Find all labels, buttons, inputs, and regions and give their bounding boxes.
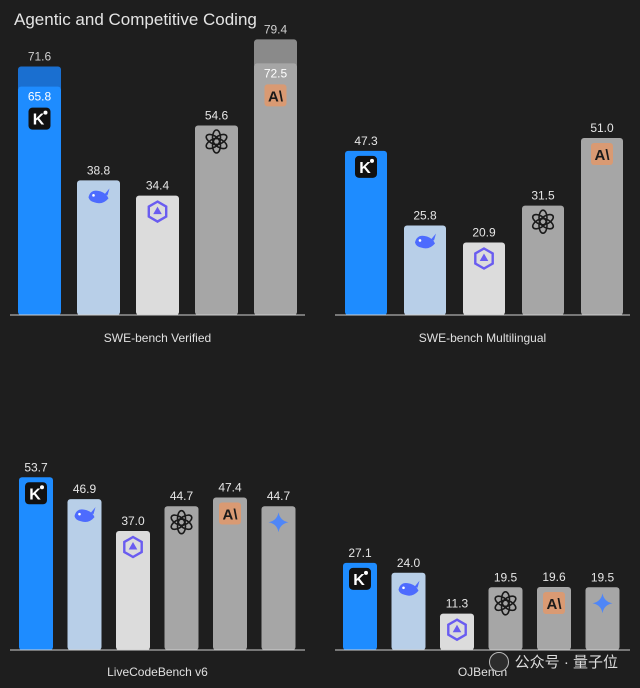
gemini-logo-icon — [268, 512, 289, 533]
deepseek-whale-icon — [88, 188, 110, 204]
bar-value-label: 46.9 — [73, 482, 97, 496]
openai-logo-icon — [170, 509, 193, 535]
watermark: 公众号 · 量子位 — [488, 651, 618, 672]
bar-value-label: 47.4 — [218, 481, 242, 495]
qwen-logo-icon — [147, 200, 168, 223]
bar-qwen — [136, 195, 179, 315]
kimi-logo-icon: K — [28, 107, 51, 130]
bar-anthropic — [213, 497, 247, 650]
bar-value-label: 27.1 — [348, 546, 372, 560]
openai-logo-icon — [531, 209, 555, 234]
bar-value-label: 20.9 — [472, 225, 496, 239]
svg-text:A\: A\ — [547, 596, 563, 613]
bar-extended-label: 79.4 — [264, 22, 288, 36]
page-title: Agentic and Competitive Coding — [14, 10, 257, 29]
bar-value-label: 34.4 — [146, 179, 170, 193]
bar-value-label: 51.0 — [590, 121, 614, 135]
bar-value-label: 11.3 — [446, 597, 469, 611]
bar-value-label: 44.7 — [267, 489, 291, 503]
chart-panel-2: 47.3 K 25.8 20.9 31.5 51.0 A\ SWE-bench Multili… — [335, 121, 630, 345]
bar-kimi — [345, 150, 387, 315]
bar-anthropic — [254, 63, 297, 315]
chart-panel-1: 71.6 65.8 K 38.8 34.4 54.6 79.4 72.5 A\ SWE-bench… — [10, 22, 305, 345]
gemini-logo-icon — [592, 593, 613, 614]
bar-kimi — [18, 86, 61, 316]
bar-openai — [488, 587, 523, 650]
bar-qwen — [116, 530, 150, 650]
kimi-logo-icon: K — [355, 155, 377, 178]
anthropic-logo-icon: A\ — [219, 502, 241, 525]
svg-text:K: K — [29, 486, 41, 503]
bar-deepseek — [67, 499, 102, 650]
anthropic-logo-icon: A\ — [264, 84, 287, 107]
bar-extended-label: 71.6 — [28, 50, 52, 64]
bar-openai — [195, 125, 238, 315]
bar-openai — [522, 205, 564, 315]
bar-value-label: 31.5 — [531, 189, 555, 203]
openai-logo-icon — [494, 590, 517, 616]
bar-kimi — [19, 477, 53, 650]
x-axis-label: LiveCodeBench v6 — [107, 665, 208, 679]
bar-extended-kimi — [18, 66, 61, 91]
bar-value-label: 72.5 — [264, 66, 288, 80]
bar-value-label: 19.5 — [591, 570, 615, 584]
anthropic-logo-icon: A\ — [591, 143, 613, 165]
bar-value-label: 47.3 — [354, 134, 378, 148]
svg-text:A\: A\ — [595, 147, 611, 164]
svg-text:A\: A\ — [223, 507, 239, 524]
bar-value-label: 44.7 — [170, 489, 194, 503]
bar-value-label: 19.5 — [494, 570, 518, 584]
bar-deepseek — [404, 225, 446, 315]
bar-value-label: 54.6 — [205, 109, 229, 123]
bar-value-label: 25.8 — [413, 208, 437, 222]
bar-deepseek — [77, 180, 120, 315]
qwen-logo-icon — [447, 618, 467, 642]
svg-text:A\: A\ — [268, 88, 284, 105]
kimi-logo-icon: K — [25, 482, 47, 505]
bar-value-label: 24.0 — [397, 556, 421, 570]
bar-openai — [164, 506, 199, 650]
deepseek-whale-icon — [74, 507, 96, 523]
bar-value-label: 37.0 — [121, 514, 145, 528]
bar-value-label: 53.7 — [24, 460, 48, 474]
deepseek-whale-icon — [398, 580, 420, 596]
openai-logo-icon — [205, 129, 228, 154]
bar-value-label: 65.8 — [28, 90, 52, 104]
bar-extended-anthropic — [254, 39, 297, 68]
bar-gemini — [261, 506, 296, 650]
x-axis-label: SWE-bench Multilingual — [419, 331, 546, 345]
bar-value-label: 19.6 — [542, 570, 566, 584]
anthropic-logo-icon: A\ — [543, 591, 565, 614]
svg-text:K: K — [33, 112, 45, 129]
svg-text:K: K — [359, 160, 371, 177]
qwen-logo-icon — [123, 535, 143, 559]
bar-qwen — [463, 242, 505, 315]
x-axis-label: SWE-bench Verified — [104, 331, 211, 345]
kimi-logo-icon: K — [349, 567, 371, 590]
bar-anthropic — [581, 138, 623, 315]
bar-value-label: 38.8 — [87, 163, 111, 177]
wechat-logo-icon — [488, 651, 509, 672]
qwen-logo-icon — [474, 247, 494, 270]
svg-text:K: K — [353, 572, 365, 589]
deepseek-whale-icon — [415, 233, 436, 249]
chart-panel-3: 53.7 K 46.9 37.0 44.7 47.4 A\ 44.7 LiveCodeBench… — [10, 460, 305, 679]
watermark-text: 公众号 · 量子位 — [514, 654, 618, 671]
